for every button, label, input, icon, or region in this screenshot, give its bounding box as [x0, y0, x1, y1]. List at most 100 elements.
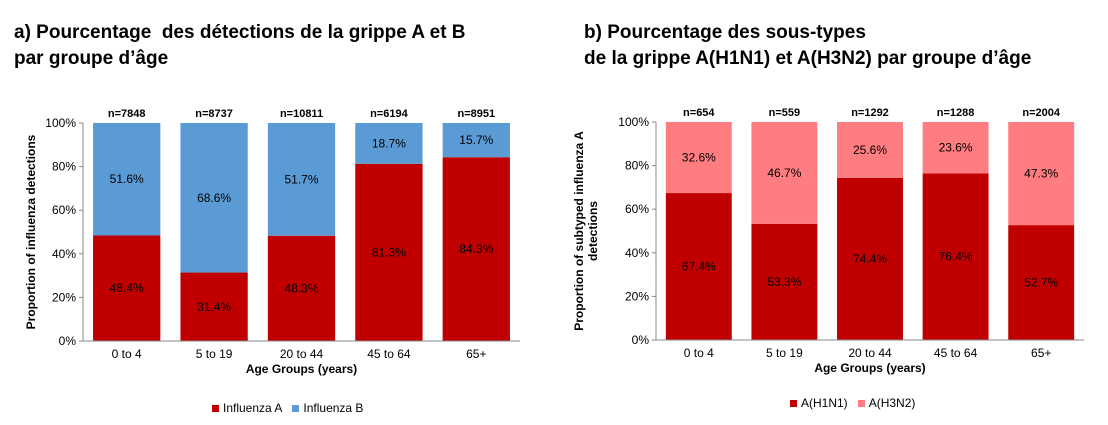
legend-b: A(H1N1) A(H3N2) [790, 396, 915, 410]
chart-a-data-label: 48.4% [110, 281, 144, 295]
chart-a-n-label: n=7848 [108, 108, 146, 120]
legend-label-h3n2: A(H3N2) [868, 396, 916, 410]
chart-b-ytick-label: 60% [625, 202, 649, 216]
chart-title-b-line-1: b) Pourcentage des sous-types [584, 22, 866, 43]
legend-item-h3n2: A(H3N2) [857, 396, 916, 410]
chart-b-data-label: 46.7% [767, 166, 801, 180]
chart-b-xtick-label: 65+ [1031, 346, 1051, 360]
chart-a-data-label: 51.6% [110, 172, 144, 186]
chart-b-ytick-label: 80% [625, 159, 649, 173]
legend-item-influenza-b: Influenza B [292, 401, 363, 415]
chart-b-bar-a-h3n2 [665, 122, 732, 194]
chart-b-data-label: 25.6% [853, 143, 887, 157]
chart-a-xtick-label: 5 to 19 [196, 347, 233, 361]
chart-a-bar-influenza-a [442, 157, 510, 341]
chart-a-data-label: 48.3% [284, 281, 318, 295]
chart-a-ytick-label: 0% [59, 334, 77, 348]
chart-a-y-axis-label: Proportion of influenza detections [24, 134, 38, 329]
chart-b-data-label: 32.6% [682, 151, 716, 165]
chart-b-data-label: 52.7% [1024, 276, 1058, 290]
chart-a-data-label: 15.7% [459, 133, 493, 147]
chart-a-bar-influenza-b [267, 123, 336, 236]
chart-a-ytick-label: 100% [45, 116, 76, 130]
bar-chart-b: 0% 20% 40% 60% 80% 100% 67.4% 32.6% n=654 0 to 4 5… [572, 107, 1084, 375]
chart-a-ytick-label: 60% [52, 203, 76, 217]
chart-b-xtick-label: 20 to 44 [848, 346, 892, 360]
chart-b-ytick-label: 100% [618, 115, 649, 129]
chart-a-bar-influenza-a [355, 163, 423, 341]
chart-a-bar-influenza-a [267, 235, 336, 341]
legend-swatch-influenza-b [292, 404, 300, 412]
chart-b-n-label: n=559 [769, 107, 801, 119]
chart-a-xtick-label: 0 to 4 [112, 347, 142, 361]
legend-swatch-h3n2 [857, 399, 865, 407]
chart-a-xtick-label: 65+ [466, 347, 486, 361]
legend-label-h1n1: A(H1N1) [801, 396, 848, 410]
chart-a-data-label: 81.3% [372, 245, 406, 259]
chart-b-ytick-label: 20% [625, 289, 649, 303]
chart-a-n-label: n=10811 [280, 108, 323, 120]
chart-a-ytick-label: 20% [52, 290, 76, 304]
chart-b-x-axis-label: Age Groups (years) [814, 361, 925, 375]
chart-b-n-label: n=2004 [1022, 107, 1060, 119]
chart-a-data-label: 31.4% [197, 300, 231, 314]
chart-title-a-line-1: a) Pourcentage des détections de la grip… [14, 22, 466, 43]
chart-b-data-label: 53.3% [767, 275, 801, 289]
chart-title-a-line-2: par groupe d’âge [14, 48, 169, 69]
chart-a-ytick-label: 80% [52, 160, 76, 174]
chart-b-bar-a-h3n2 [922, 122, 989, 174]
chart-b-bar-a-h1n1 [665, 193, 732, 340]
chart-a-xtick-label: 20 to 44 [280, 347, 324, 361]
chart-a-bar-influenza-b [180, 123, 248, 273]
chart-b-bar-a-h3n2 [1008, 122, 1075, 226]
legend-item-influenza-a: Influenza A [212, 401, 282, 415]
legend-swatch-influenza-a [212, 404, 219, 412]
chart-panel-b: b) Pourcentage des sous-types de la grip… [572, 0, 1108, 425]
chart-a-bar-influenza-b [355, 123, 423, 164]
chart-a-n-label: n=6194 [370, 108, 408, 120]
chart-b-xtick-label: 5 to 19 [766, 346, 803, 360]
chart-b-bar-a-h3n2 [751, 122, 818, 224]
legend-a: Influenza A Influenza B [212, 401, 363, 415]
chart-b-ytick-label: 0% [632, 333, 650, 347]
chart-b-data-label: 47.3% [1024, 167, 1058, 181]
chart-b-data-label: 76.4% [939, 250, 973, 264]
chart-a-ytick-label: 40% [52, 247, 76, 261]
chart-a-bar-influenza-b [442, 123, 510, 158]
chart-panel-a: a) Pourcentage des détections de la grip… [14, 20, 520, 415]
chart-b-bar-a-h1n1 [1008, 225, 1075, 340]
chart-a-data-label: 18.7% [372, 136, 406, 150]
chart-title-a: a) Pourcentage des détections de la grip… [14, 20, 466, 72]
chart-b-n-label: n=1288 [937, 107, 975, 119]
chart-a-n-label: n=8737 [195, 108, 233, 120]
chart-b-data-label: 74.4% [853, 252, 887, 266]
chart-a-x-axis-label: Age Groups (years) [246, 362, 357, 376]
chart-a-data-label: 51.7% [284, 172, 318, 186]
chart-a-n-label: n=8951 [457, 108, 495, 120]
chart-b-bar-a-h1n1 [751, 223, 818, 340]
chart-a-data-label: 68.6% [197, 191, 231, 205]
legend-label-influenza-a: Influenza A [223, 401, 283, 415]
chart-b-n-label: n=654 [683, 107, 715, 119]
chart-a-bar-influenza-b [93, 123, 161, 236]
legend-swatch-h1n1 [790, 399, 797, 407]
chart-b-bar-a-h1n1 [922, 173, 989, 340]
chart-b-data-label: 67.4% [682, 260, 716, 274]
chart-b-xtick-label: 45 to 64 [934, 346, 978, 360]
chart-b-y-axis-label: detections [586, 201, 600, 261]
chart-a-xtick-label: 45 to 64 [367, 347, 411, 361]
chart-title-b: b) Pourcentage des sous-types de la grip… [584, 20, 1031, 72]
legend-item-h1n1: A(H1N1) [790, 396, 848, 410]
bar-chart-a: 0% 20% 40% 60% 80% 100% 48.4% 51.6% n=7848 0 to 4… [24, 108, 520, 376]
chart-a-data-label: 84.3% [459, 242, 493, 256]
legend-label-influenza-b: Influenza B [303, 401, 364, 415]
chart-b-data-label: 23.6% [939, 141, 973, 155]
chart-a-bar-influenza-a [180, 272, 248, 341]
chart-b-ytick-label: 40% [625, 246, 649, 260]
chart-b-bar-a-h3n2 [837, 122, 903, 178]
chart-b-n-label: n=1292 [851, 107, 889, 119]
chart-b-y-axis-label: Proportion of subtyped influenza A [572, 131, 586, 331]
chart-a-bar-influenza-a [93, 235, 161, 341]
chart-b-xtick-label: 0 to 4 [684, 346, 714, 360]
chart-title-b-line-2: de la grippe A(H1N1) et A(H3N2) par grou… [584, 48, 1032, 69]
